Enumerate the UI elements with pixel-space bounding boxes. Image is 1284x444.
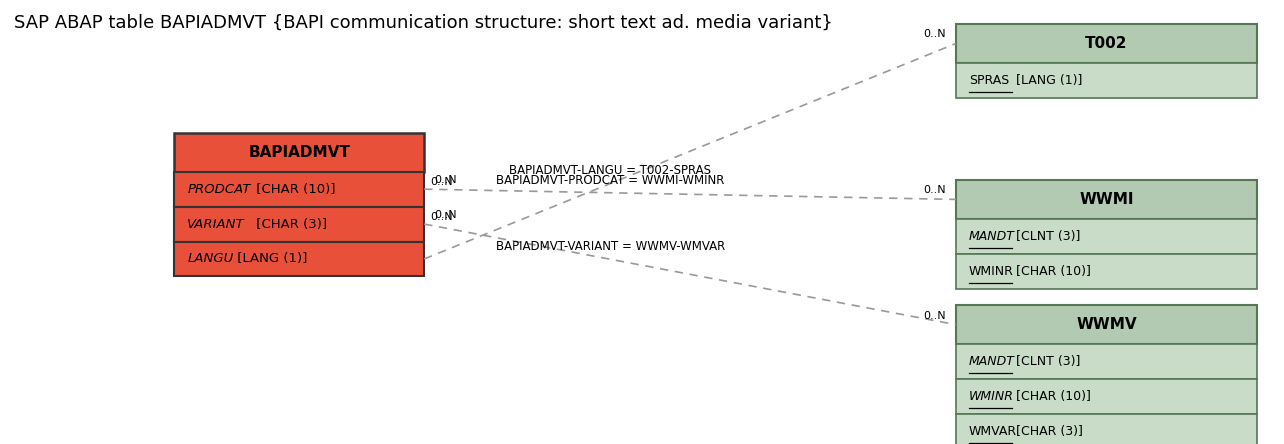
Text: T002: T002 (1085, 36, 1127, 51)
Text: [CHAR (3)]: [CHAR (3)] (252, 218, 327, 230)
Text: 0..N: 0..N (430, 177, 453, 187)
Text: [CHAR (10)]: [CHAR (10)] (252, 182, 335, 196)
Text: VARIANT: VARIANT (187, 218, 245, 230)
Text: LANGU: LANGU (187, 253, 234, 266)
Bar (955, 219, 1257, 254)
Text: [CLNT (3)]: [CLNT (3)] (1012, 355, 1081, 368)
Text: [LANG (1)]: [LANG (1)] (1012, 74, 1082, 87)
Text: MANDT: MANDT (968, 230, 1014, 243)
Text: 0..N: 0..N (430, 212, 453, 222)
Text: BAPIADMVT-VARIANT = WWMV-WMVAR: BAPIADMVT-VARIANT = WWMV-WMVAR (496, 240, 725, 253)
Text: [CLNT (3)]: [CLNT (3)] (1012, 230, 1081, 243)
Bar (955, 305, 1257, 344)
Text: [CHAR (10)]: [CHAR (10)] (1012, 265, 1091, 278)
Bar (955, 180, 1257, 219)
Text: WWMV: WWMV (1076, 317, 1136, 332)
Text: [CHAR (10)]: [CHAR (10)] (1012, 390, 1091, 403)
Text: [LANG (1)]: [LANG (1)] (234, 253, 308, 266)
Text: BAPIADMVT-LANGU = T002-SPRAS: BAPIADMVT-LANGU = T002-SPRAS (510, 164, 711, 177)
Text: 0..N: 0..N (434, 210, 457, 220)
Bar (175, 242, 424, 277)
Text: BAPIADMVT-PRODCAT = WWMI-WMINR: BAPIADMVT-PRODCAT = WWMI-WMINR (496, 174, 724, 186)
Text: SAP ABAP table BAPIADMVT {BAPI communication structure: short text ad. media var: SAP ABAP table BAPIADMVT {BAPI communica… (14, 14, 833, 32)
Bar (955, 379, 1257, 414)
Text: [CHAR (3)]: [CHAR (3)] (1012, 425, 1084, 438)
Text: WMVAR: WMVAR (968, 425, 1017, 438)
Text: BAPIADMVT: BAPIADMVT (248, 145, 351, 160)
Bar (175, 206, 424, 242)
Bar (955, 24, 1257, 63)
Text: 0..N: 0..N (923, 185, 945, 195)
Bar (955, 254, 1257, 289)
Text: 0..N: 0..N (434, 175, 457, 185)
Text: 0..N: 0..N (923, 29, 945, 40)
Text: WWMI: WWMI (1079, 192, 1134, 207)
Bar (955, 414, 1257, 444)
Text: WMINR: WMINR (968, 390, 1013, 403)
Bar (175, 172, 424, 206)
Text: 0..N: 0..N (923, 310, 945, 321)
Text: MANDT: MANDT (968, 355, 1014, 368)
Text: PRODCAT: PRODCAT (187, 182, 250, 196)
Text: SPRAS: SPRAS (968, 74, 1009, 87)
Bar (955, 63, 1257, 98)
Bar (955, 344, 1257, 379)
Text: WMINR: WMINR (968, 265, 1013, 278)
Bar (175, 133, 424, 172)
